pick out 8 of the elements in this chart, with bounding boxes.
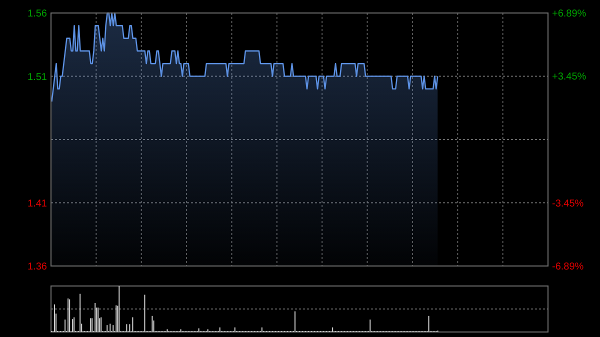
y2-tick-label: -6.89% — [552, 262, 584, 272]
y2-tick-label: +3.45% — [552, 72, 586, 83]
y-tick-label: 1.36 — [28, 262, 48, 272]
y-tick-label: 1.51 — [28, 72, 48, 83]
y-tick-label: 1.41 — [28, 198, 48, 210]
y2-tick-label: +6.89% — [552, 8, 586, 20]
y-tick-label: 1.56 — [28, 8, 48, 20]
y2-tick-label: -3.45% — [552, 198, 584, 210]
